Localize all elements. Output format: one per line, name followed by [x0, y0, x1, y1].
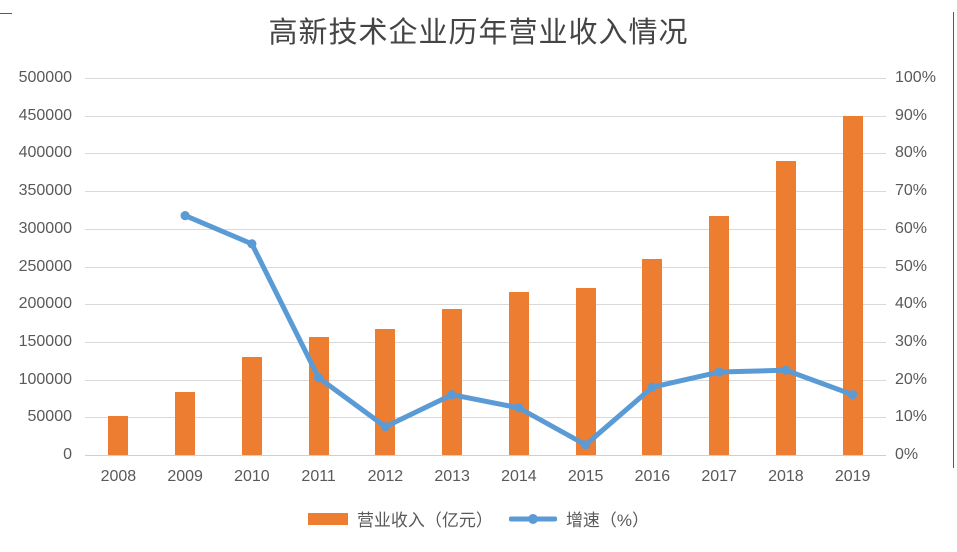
- bar-2009: [175, 391, 196, 455]
- x-axis-label-2019: 2019: [834, 468, 871, 485]
- legend: 营业收入（亿元） 增速（%）: [0, 506, 957, 531]
- y-axis-label-left: 400000: [18, 144, 72, 162]
- bar-2014: [508, 292, 529, 455]
- x-axis-label-2013: 2013: [434, 468, 470, 485]
- x-axis-label-2016: 2016: [634, 468, 671, 485]
- y-axis-label-left: 200000: [18, 295, 72, 313]
- x-axis-label-2014: 2014: [501, 468, 537, 485]
- bar-2008: [108, 415, 129, 455]
- x-axis-label-2012: 2012: [367, 468, 404, 485]
- gridline: [85, 341, 886, 343]
- y-axis-label-left: 250000: [18, 257, 72, 275]
- x-axis-label-2008: 2008: [100, 468, 137, 485]
- bar-2017: [709, 215, 730, 455]
- growth-point-2013: [447, 390, 457, 400]
- y-axis-label-right: 70%: [895, 182, 928, 200]
- gridline: [85, 115, 886, 117]
- growth-point-2017: [714, 367, 724, 377]
- y-axis-label-right: 90%: [895, 106, 928, 124]
- y-axis-label-left: 100000: [18, 370, 72, 388]
- growth-point-2015: [581, 440, 591, 450]
- gridline: [85, 78, 886, 79]
- x-axis-line: [85, 455, 886, 456]
- y-axis-label-right: 80%: [895, 144, 928, 162]
- y-axis-label-left: 350000: [18, 182, 72, 200]
- growth-point-2012: [380, 422, 390, 432]
- legend-line-swatch-icon: [508, 513, 557, 524]
- y-axis-label-right: 100%: [895, 69, 936, 86]
- y-axis-label-right: 50%: [895, 257, 928, 275]
- gridline: [85, 417, 886, 419]
- y-axis-label-left: 150000: [18, 332, 72, 350]
- growth-point-2019: [848, 390, 858, 400]
- chart-title: 高新技术企业历年营业收入情况: [268, 15, 689, 49]
- growth-point-2014: [514, 403, 524, 413]
- gridline: [85, 191, 886, 193]
- x-axis-label-2015: 2015: [567, 468, 604, 485]
- growth-point-2009: [180, 211, 190, 221]
- y-axis-label-right: 10%: [895, 408, 928, 426]
- legend-line-label: 增速（%）: [565, 511, 650, 530]
- y-axis-label-left: 450000: [18, 106, 72, 124]
- bar-2013: [442, 308, 463, 455]
- gridline: [85, 228, 886, 230]
- growth-point-2016: [647, 382, 657, 392]
- y-axis-label-right: 30%: [895, 332, 928, 350]
- growth-point-2011: [314, 373, 324, 383]
- cell-border-right: [953, 12, 954, 468]
- x-axis-label-2011: 2011: [301, 468, 336, 485]
- gridline: [85, 379, 886, 381]
- cell-border-top-left: [0, 13, 12, 14]
- bar-2018: [775, 160, 796, 455]
- y-axis-label-right: 20%: [895, 370, 928, 388]
- bar-2019: [842, 115, 863, 455]
- y-axis-label-left: 300000: [18, 219, 72, 237]
- legend-bar-swatch-icon: [307, 512, 348, 525]
- x-axis-label-2017: 2017: [701, 468, 737, 485]
- legend-item-growth: 增速（%）: [508, 506, 650, 531]
- gridline: [85, 153, 886, 155]
- y-axis-label-right: 60%: [895, 219, 928, 237]
- y-axis-label-left: 500000: [18, 69, 72, 86]
- y-axis-label-left: 0: [63, 446, 72, 463]
- bar-2010: [241, 356, 262, 455]
- bar-2016: [642, 258, 663, 455]
- y-axis-label-left: 50000: [27, 408, 73, 426]
- gridline: [85, 266, 886, 268]
- growth-point-2010: [247, 239, 257, 249]
- y-axis-label-right: 0%: [895, 446, 919, 463]
- bar-2015: [575, 287, 596, 455]
- gridline: [85, 304, 886, 306]
- growth-point-2018: [781, 365, 791, 375]
- legend-item-revenue: 营业收入（亿元）: [307, 506, 493, 531]
- y-axis-label-right: 40%: [895, 295, 928, 313]
- x-axis-label-2010: 2010: [234, 468, 270, 485]
- legend-bar-label: 营业收入（亿元）: [356, 511, 493, 530]
- x-axis-label-2009: 2009: [167, 468, 203, 485]
- x-axis-label-2018: 2018: [768, 468, 804, 485]
